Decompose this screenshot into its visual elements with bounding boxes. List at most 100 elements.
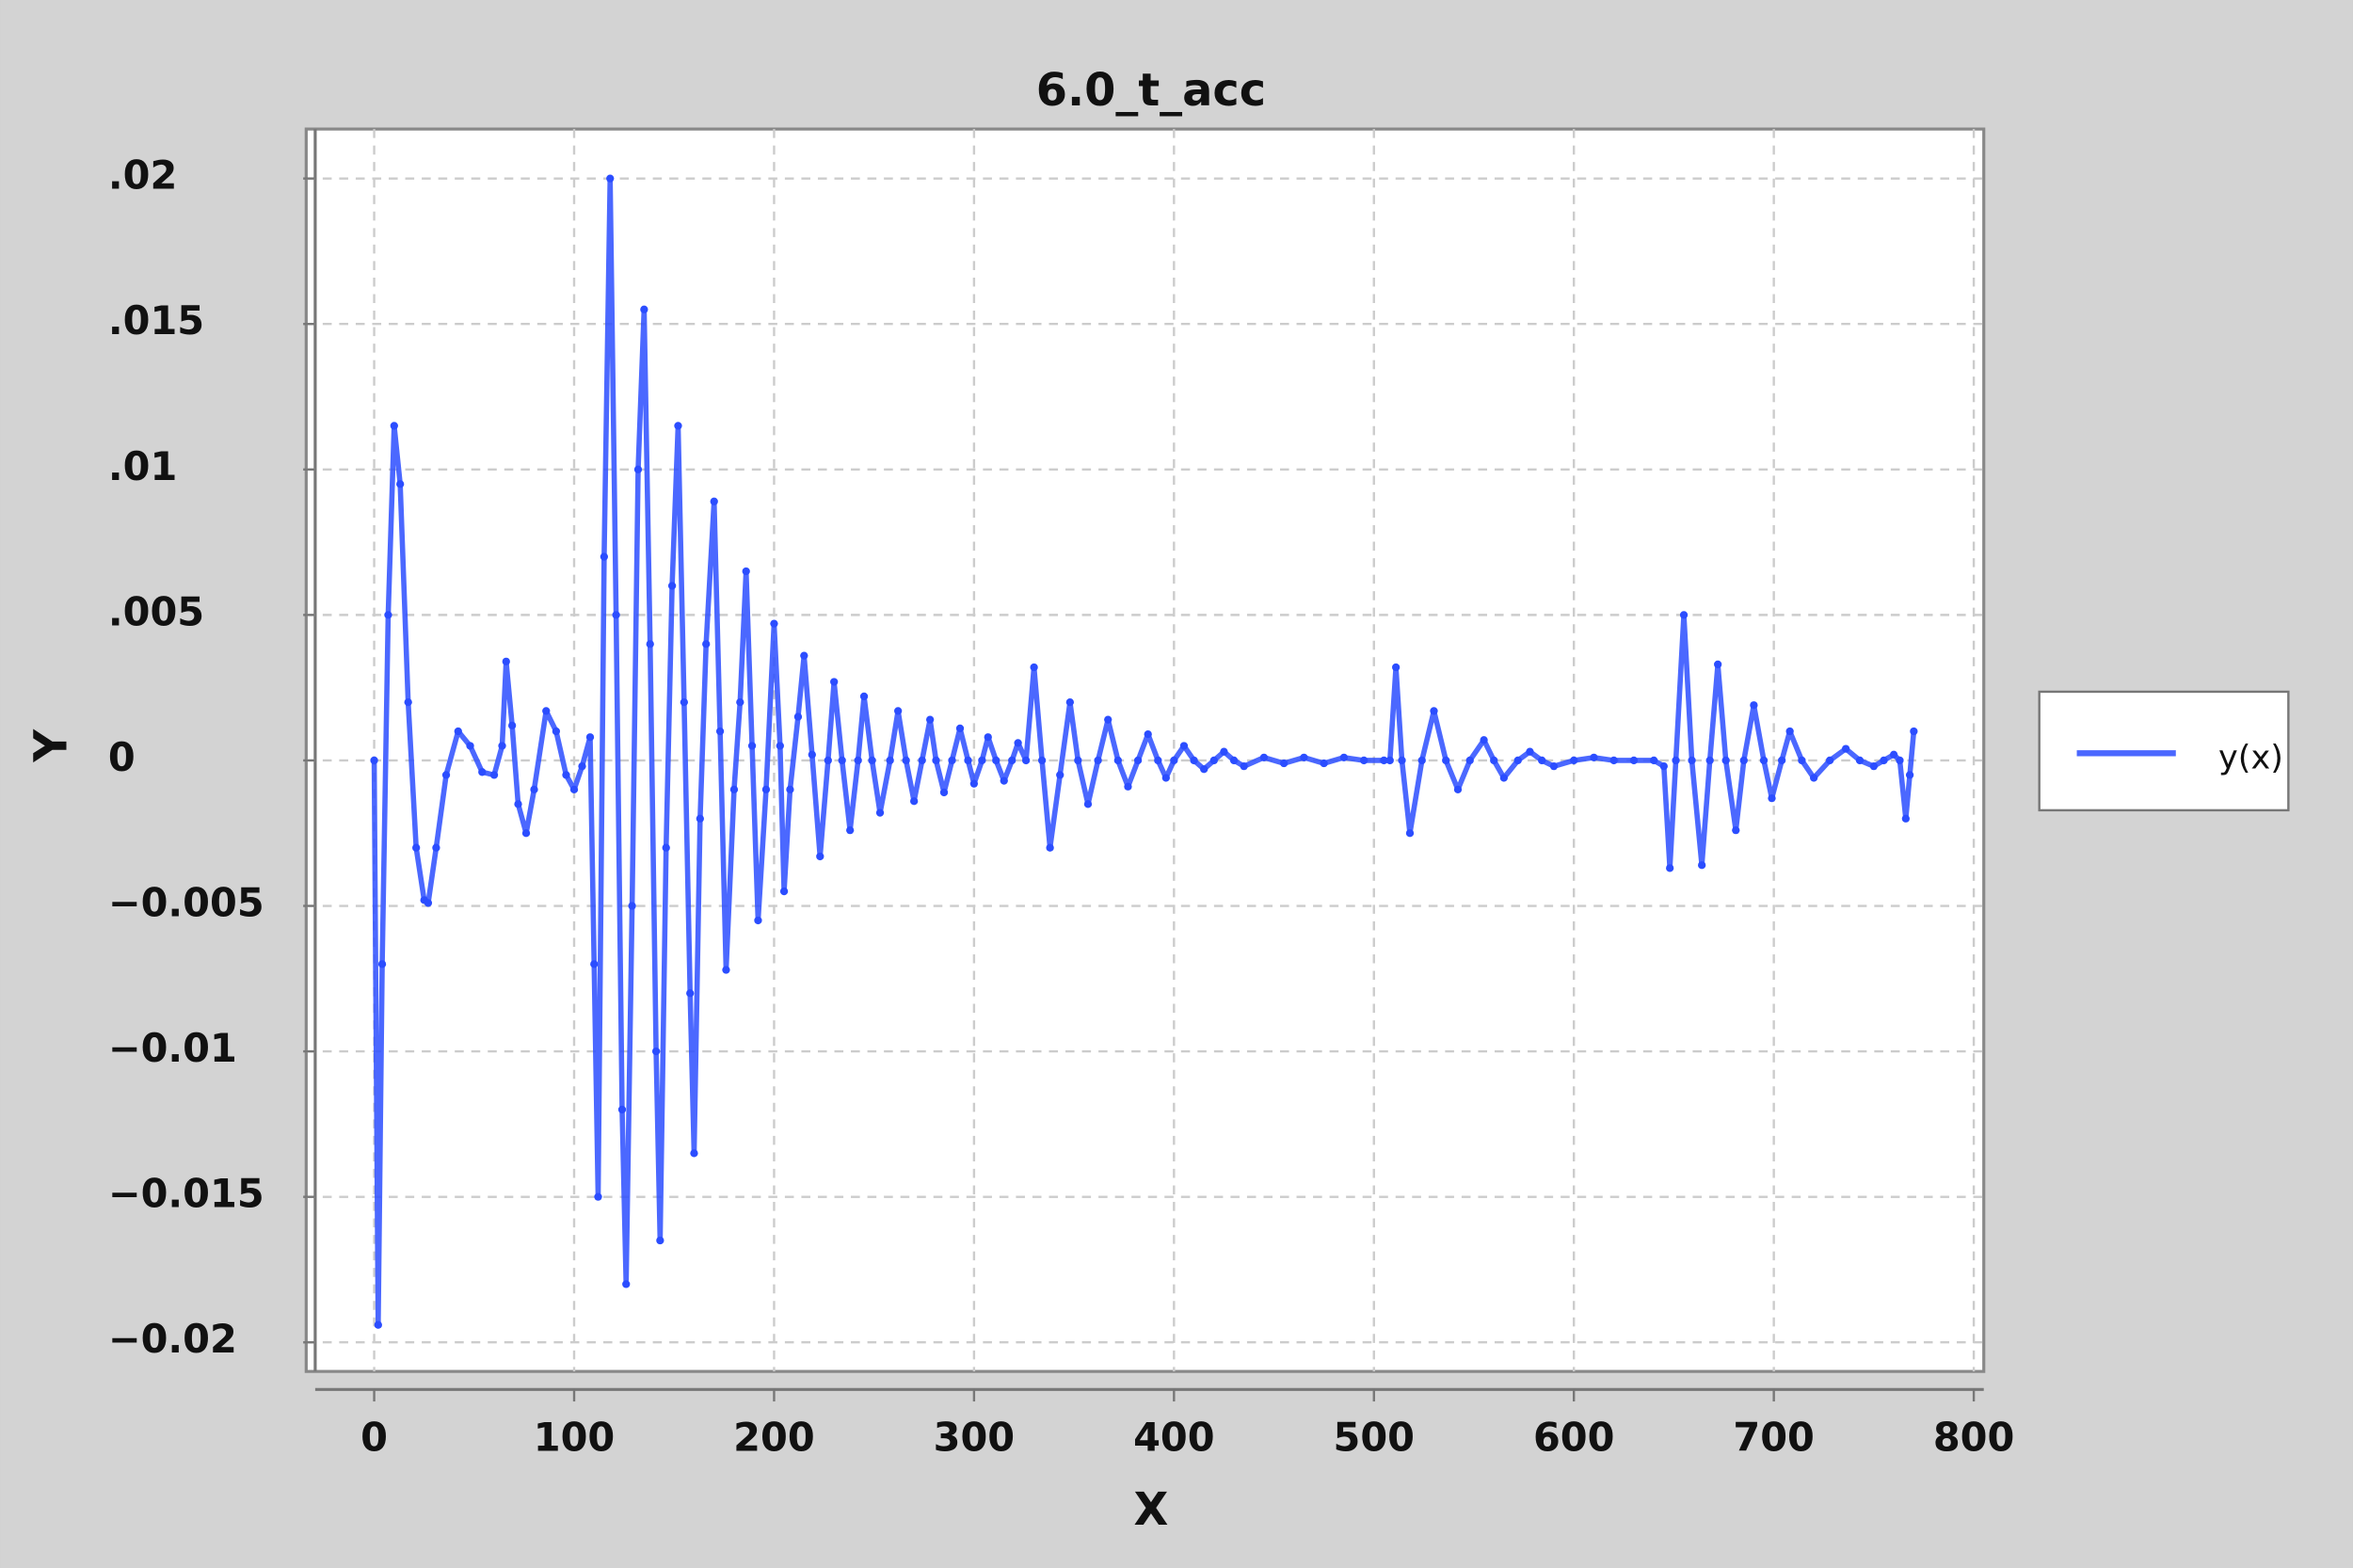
point [640,305,648,313]
point [1698,861,1706,870]
point [1179,742,1189,750]
point [1014,739,1022,747]
point [1609,756,1618,765]
point [978,756,986,765]
point [1161,774,1170,782]
point [1526,747,1534,756]
point [779,887,789,896]
point [530,785,538,794]
point [1124,782,1132,791]
point [686,989,695,998]
point [1659,761,1668,771]
point [1901,814,1911,823]
point [1732,825,1740,835]
point [868,756,876,765]
point [894,707,903,715]
point [1590,753,1598,762]
point [1809,774,1818,782]
point [569,785,579,794]
point [674,422,682,430]
point [859,692,869,701]
point [955,724,965,733]
point [370,756,378,765]
point [424,899,433,907]
point [824,756,832,765]
point [1190,756,1198,765]
point [1104,715,1112,724]
point [1113,756,1122,765]
point [1046,843,1054,852]
x-tick-label: 500 [1334,1415,1416,1460]
y-tick-label: .005 [108,589,204,634]
y-tick-label: 0 [108,735,136,780]
point [1280,759,1289,768]
point [1705,756,1714,765]
point [594,1192,602,1201]
point [1133,756,1143,765]
y-tick-label: .015 [108,298,204,344]
point [1385,756,1394,765]
point [1714,660,1722,669]
point [396,480,405,488]
y-tick-label: .02 [108,153,177,199]
point [680,697,688,707]
point [722,966,730,974]
point [846,825,855,835]
point [854,756,862,765]
point [612,611,620,619]
point [1679,611,1689,619]
point [1220,747,1228,756]
point [1480,736,1488,744]
point [984,733,992,742]
point [578,761,586,771]
point [1453,785,1463,794]
point [918,756,926,765]
point [1666,864,1674,872]
point [384,611,392,619]
point [1398,756,1406,765]
point [1910,727,1918,736]
point [742,567,750,576]
x-tick-label: 700 [1733,1415,1815,1460]
point [390,422,398,430]
point [432,843,440,852]
point [747,742,757,750]
point [948,756,956,765]
point [902,756,910,765]
point [1538,756,1546,765]
point [1359,756,1369,765]
point [1442,756,1450,765]
point [761,785,771,794]
point [1513,756,1522,765]
point [690,1149,698,1158]
point [374,1320,382,1329]
point [454,727,462,736]
point [1030,663,1038,672]
point [498,742,506,750]
point [1490,756,1498,765]
point [651,1047,661,1056]
x-tick-label: 600 [1533,1415,1614,1460]
point [667,582,677,590]
chart-title: 6.0_t_acc [1036,65,1266,117]
point [1785,727,1794,736]
x-tick-label: 300 [934,1415,1016,1460]
point [633,465,643,473]
point [800,651,808,660]
legend-entries: y(x) [2076,739,2283,777]
point [646,640,654,648]
point [590,960,599,968]
point [412,843,421,852]
point [1798,756,1806,765]
legend-label: y(x) [2218,739,2283,777]
point [1209,756,1218,765]
point [886,756,894,765]
x-tick-label: 0 [360,1415,388,1460]
point [1008,756,1016,765]
point [1056,771,1064,779]
point [552,727,561,736]
point [1650,756,1658,765]
point [1320,759,1328,768]
point [1065,697,1075,707]
point [932,756,940,765]
